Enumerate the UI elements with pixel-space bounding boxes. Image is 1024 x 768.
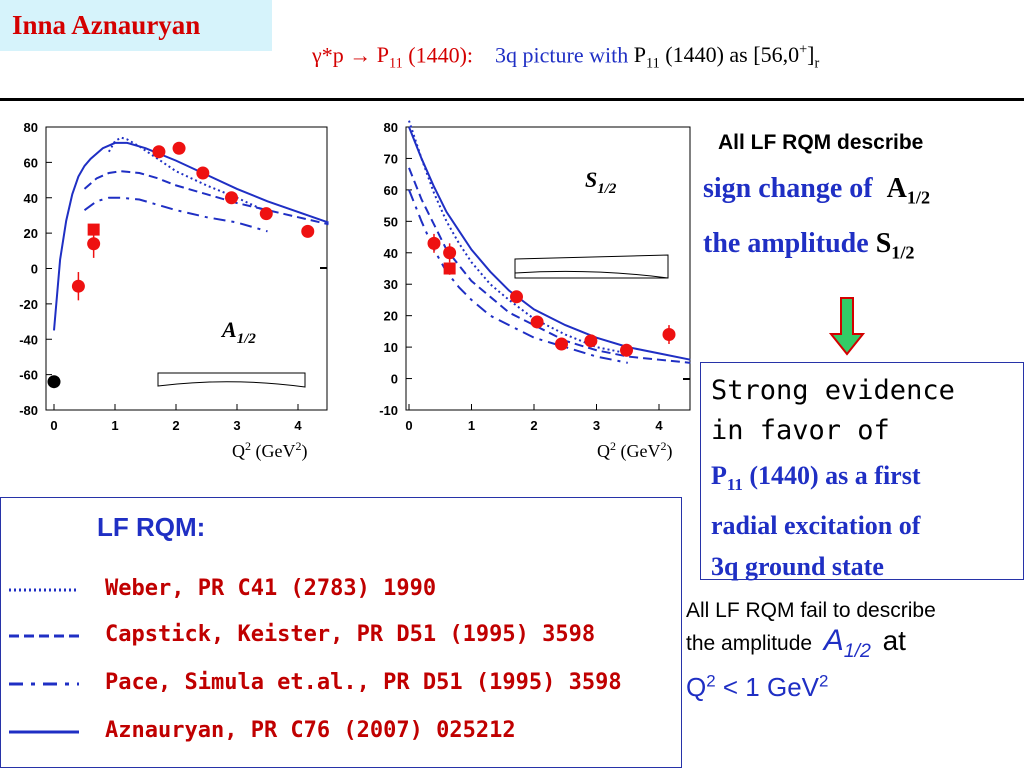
panel-s12-xlabel: Q2 (GeV2) — [597, 439, 672, 462]
S-xtick-label: 3 — [593, 418, 600, 433]
S-data-point — [510, 290, 523, 304]
A-ytick-label: 40 — [24, 191, 38, 206]
evidence-box: Strong evidence in favor of P11 (1440) as… — [700, 362, 1024, 581]
S-curve-solid — [408, 126, 691, 361]
A-xtick-label: 2 — [172, 418, 179, 433]
A-curve-dotted — [108, 136, 268, 213]
S-ytick-label: 50 — [384, 214, 398, 229]
S-ytick-label: 20 — [384, 309, 398, 324]
A-data-square — [87, 223, 100, 236]
panel-s12-band — [514, 254, 669, 279]
S-xtick-label: 2 — [530, 418, 537, 433]
legend-ref-pace: Pace, Simula et.al., PR D51 (1995) 3598 — [105, 670, 622, 695]
A-data-point — [196, 166, 210, 180]
describe-note: All LF RQM describe — [718, 131, 924, 154]
A-data-point — [87, 237, 101, 251]
legend-ref-capstick: Capstick, Keister, PR D51 (1995) 3598 — [105, 622, 596, 647]
A-data-point — [259, 207, 273, 221]
S-data-point — [530, 315, 544, 329]
title-arrow: → — [349, 42, 372, 68]
S-xtick-label: 0 — [405, 418, 412, 433]
panel-s12-frame — [405, 126, 691, 411]
S-ytick-label: 70 — [384, 151, 398, 166]
panel-a12-label: A1/2 — [220, 317, 256, 347]
S-xtick-label: 4 — [655, 418, 663, 433]
S-ytick-label: 40 — [384, 246, 398, 261]
title-state: P11 — [376, 42, 403, 72]
A-ytick-label: -80 — [19, 403, 38, 418]
title-state2: P11 — [633, 42, 660, 72]
S-data-point — [555, 337, 568, 351]
A-ytick-label: 0 — [31, 262, 38, 277]
panel-s12: 80 70 60 50 40 30 20 10 0 -10 0 1 2 3 4 S1/2 Q2 (GeV2… — [379, 120, 691, 462]
author-name: Inna Aznauryan — [12, 10, 201, 40]
evidence-heading: Strong evidence in favor of — [711, 375, 955, 446]
A-ytick-label: -20 — [19, 297, 38, 312]
A-xtick-label: 0 — [50, 418, 57, 433]
S-curve-dashed — [408, 167, 691, 364]
A-curve-dash-dot — [83, 196, 268, 233]
legend-ref-weber: Weber, PR C41 (2783) 1990 — [105, 576, 437, 601]
legend-box: LF RQM: Weber, PR C41 (2783) 1990 Capsti… — [0, 497, 682, 768]
legend-line-samples — [9, 588, 79, 734]
title-config: (1440) as [56,0+]r — [665, 42, 820, 72]
title-picture: 3q picture with — [495, 42, 629, 68]
S-ytick-label: 60 — [384, 183, 398, 198]
panel-s12-label: S1/2 — [585, 167, 617, 197]
A-data-point — [71, 279, 85, 293]
header-rule — [0, 98, 1024, 101]
S-ytick-label: 10 — [384, 340, 398, 355]
A-data-point — [301, 224, 315, 238]
S-data-point — [620, 343, 633, 357]
S-ytick-label: -10 — [379, 403, 398, 418]
panel-a12-frame — [45, 126, 328, 411]
S-curve-dotted — [408, 120, 628, 355]
S-data-point — [427, 236, 441, 250]
A-curve-solid — [53, 141, 329, 331]
A-ytick-label: -40 — [19, 332, 38, 347]
panel-a12: 80 60 40 20 0 -20 -40 -60 -80 0 1 2 3 4 A1/2 Q2 (GeV… — [19, 120, 329, 462]
panel-a12-band — [157, 372, 306, 388]
down-arrow-icon — [828, 297, 866, 356]
S-data-square — [443, 262, 456, 275]
A-ytick-label: 20 — [24, 226, 38, 241]
A-data-point — [225, 191, 239, 205]
A-data-point — [152, 145, 166, 159]
S-ytick-label: 80 — [384, 120, 398, 135]
panel-a12-xlabel: Q2 (GeV2) — [232, 439, 307, 462]
slide-title: γ*p → P11 (1440): 3q picture with P11 (1… — [312, 42, 819, 73]
title-reaction: γ*p — [312, 42, 344, 68]
A-ytick-label: 80 — [24, 120, 38, 135]
A-xtick-label: 4 — [294, 418, 302, 433]
A-data-point — [172, 141, 186, 155]
A-curve-dashed — [83, 170, 329, 226]
S-ytick-label: 30 — [384, 277, 398, 292]
fail-note: All LF RQM fail to describe the amplitud… — [686, 599, 936, 702]
S-data-point — [584, 334, 598, 348]
A-photo-point — [47, 375, 61, 389]
legend-title: LF RQM: — [97, 512, 206, 542]
S-data-point — [443, 246, 457, 260]
evidence-body: P11 (1440) as a first radial excitation … — [711, 461, 921, 582]
S-xtick-label: 1 — [468, 418, 475, 433]
S-data-point — [662, 328, 676, 342]
legend-ref-aznauryan: Aznauryan, PR C76 (2007) 025212 — [105, 718, 516, 743]
A-ytick-label: -60 — [19, 368, 38, 383]
S-ytick-label: 0 — [391, 372, 398, 387]
author-box: Inna Aznauryan — [0, 0, 272, 51]
A-xtick-label: 3 — [233, 418, 240, 433]
A-xtick-label: 1 — [111, 418, 118, 433]
title-mass: (1440): — [408, 42, 474, 68]
A-ytick-label: 60 — [24, 155, 38, 170]
sign-change-note: sign change of A1/2 the amplitude S1/2 — [703, 173, 931, 263]
